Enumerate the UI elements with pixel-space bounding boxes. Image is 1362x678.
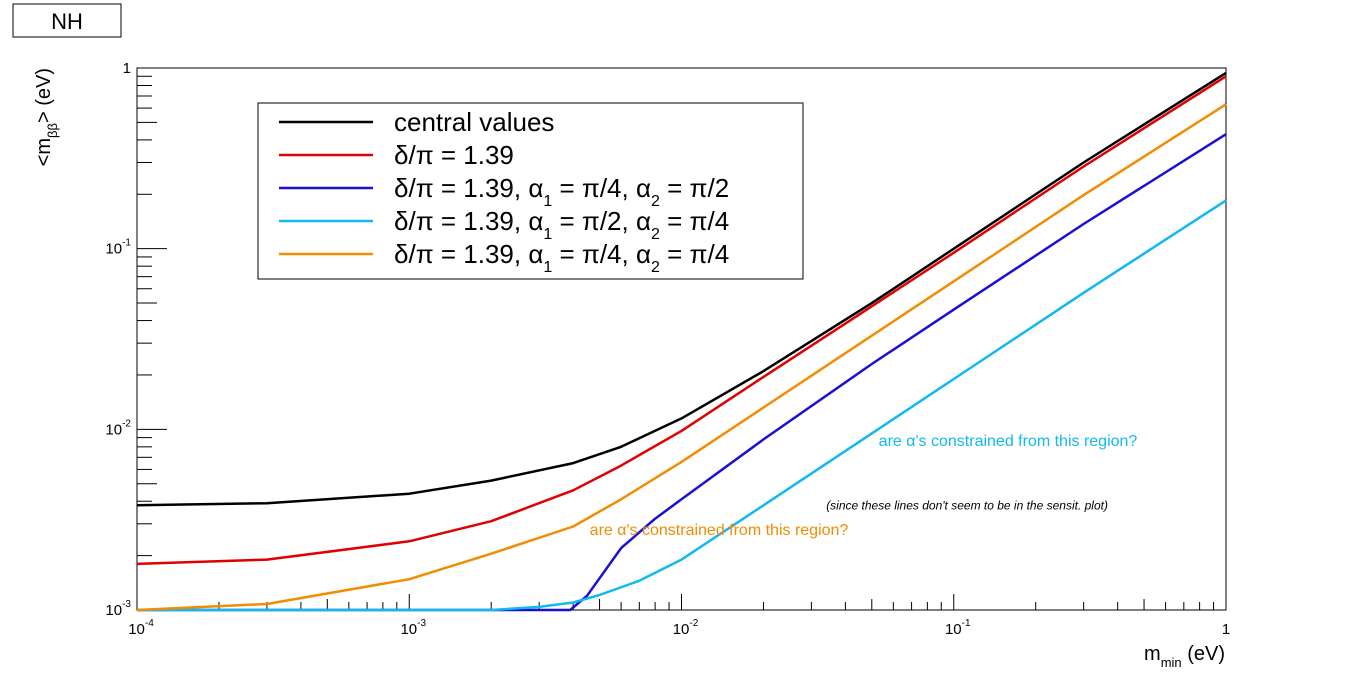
legend-text-part: δ/π = 1.39, α: [394, 173, 543, 203]
corner-label: NH: [12, 3, 122, 38]
y-axis-title-gt: >: [33, 111, 55, 123]
y-axis-title-unit: (eV): [33, 68, 55, 111]
x-axis-title-sub: min: [1161, 655, 1182, 670]
y-tick-label: 1: [123, 60, 131, 77]
y-tick-label: 10-3: [105, 599, 131, 619]
x-tick-label-exp: -3: [417, 618, 426, 629]
x-tick-label: 10-2: [673, 618, 699, 638]
legend-subscript: 2: [651, 259, 660, 276]
series-line-2: [136, 75, 1227, 566]
legend-text-part: δ/π = 1.39, α: [394, 206, 543, 236]
y-tick-label: 10-2: [105, 418, 131, 438]
y-axis-title: <mββ> (eV): [33, 68, 60, 166]
legend-box: [257, 102, 804, 280]
x-tick-label-base: 1: [1222, 621, 1230, 638]
series-lines: [136, 71, 1227, 612]
y-tick-label-exp: -3: [122, 599, 131, 610]
corner-label-text: NH: [51, 9, 83, 34]
legend-label-2: δ/π = 1.39: [394, 140, 514, 170]
corner-label-box: [12, 3, 122, 38]
x-tick-label-base: 10: [128, 621, 145, 638]
series-line-3: [137, 133, 1227, 612]
y-tick-label-exp: -2: [122, 418, 131, 429]
y-tick-label-exp: -1: [122, 238, 131, 249]
legend-subscript: 2: [651, 226, 660, 243]
y-tick-label-base: 10: [105, 241, 122, 258]
y-tick-label-base: 10: [105, 421, 122, 438]
y-axis-title-lt: <m: [33, 138, 55, 166]
series-line-1: [136, 71, 1227, 507]
legend-text-part: = π/4: [660, 239, 729, 269]
legend-text-part: = π/2, α: [552, 206, 651, 236]
legend-text-part: δ/π = 1.39, α: [394, 239, 543, 269]
x-tick-label: 1: [1222, 621, 1230, 638]
y-tick-label-base: 10: [105, 602, 122, 619]
legend-subscript: 1: [543, 226, 552, 243]
x-tick-label-exp: -1: [962, 618, 971, 629]
x-axis-title: mmin (eV): [1144, 643, 1225, 670]
legend-text-part: = π/4: [660, 206, 729, 236]
x-tick-label-exp: -4: [145, 618, 154, 629]
x-tick-label: 10-4: [128, 618, 154, 638]
y-axis-title-sub: ββ: [45, 123, 60, 138]
annotation-2: (since these lines don't seem to be in t…: [826, 498, 1108, 512]
series-line-4: [137, 199, 1227, 612]
x-tick-label-base: 10: [400, 621, 417, 638]
legend-label-3: δ/π = 1.39, α1 = π/4, α2 = π/2: [394, 173, 729, 210]
legend-subscript: 1: [543, 193, 552, 210]
annotations: are α's constrained from this region? (si…: [590, 433, 1138, 539]
x-axis-title-main: m: [1144, 643, 1161, 665]
legend-text-part: δ/π = 1.39: [394, 140, 514, 170]
annotation-1: are α's constrained from this region?: [879, 433, 1138, 450]
series-line-5: [136, 103, 1227, 612]
x-tick-label: 10-3: [400, 618, 426, 638]
axis-ticks: [136, 67, 1227, 611]
legend-text-part: = π/4, α: [552, 173, 651, 203]
x-tick-label-exp: -2: [689, 618, 698, 629]
x-tick-label-base: 10: [945, 621, 962, 638]
x-tick-label-base: 10: [673, 621, 690, 638]
legend-text-part: = π/2: [660, 173, 729, 203]
legend-subscript: 2: [651, 193, 660, 210]
legend-label-1: central values: [394, 107, 554, 137]
legend-subscript: 1: [543, 259, 552, 276]
axis-tick-labels: 10-4 10-3 10-2 10-1 110-310-210-11: [105, 60, 1230, 638]
x-axis-title-unit: (eV): [1182, 643, 1225, 665]
x-tick-label: 10-1: [945, 618, 971, 638]
legend-label-4: δ/π = 1.39, α1 = π/2, α2 = π/4: [394, 206, 729, 243]
legend-text-part: = π/4, α: [552, 239, 651, 269]
y-tick-label-base: 1: [123, 60, 131, 77]
annotation-3: are α's constrained from this region?: [590, 522, 849, 539]
legend-label-5: δ/π = 1.39, α1 = π/4, α2 = π/4: [394, 239, 729, 276]
y-tick-label: 10-1: [105, 238, 131, 258]
legend-text-part: central values: [394, 107, 554, 137]
